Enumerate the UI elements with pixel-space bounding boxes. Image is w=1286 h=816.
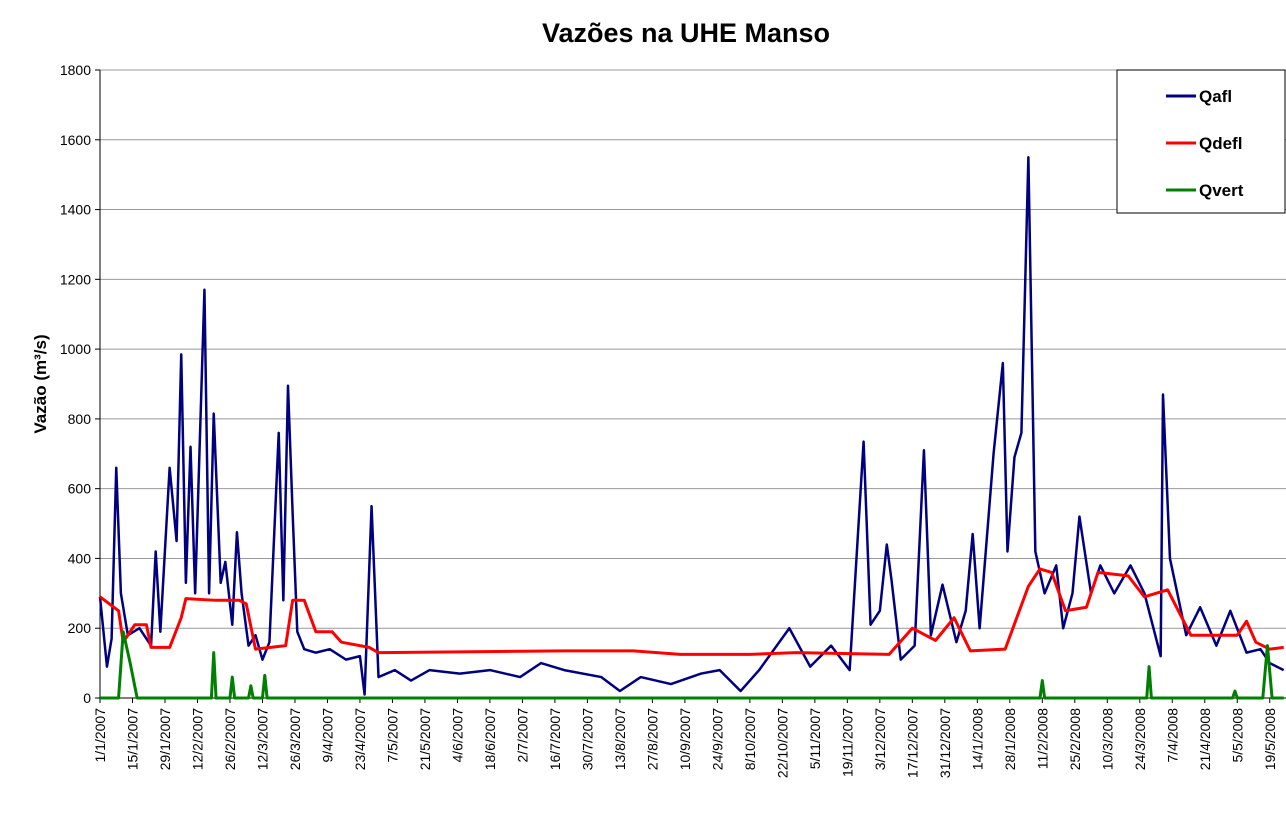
x-tick-label: 17/12/2007 [904, 708, 920, 778]
x-tick-label: 10/9/2007 [677, 708, 693, 770]
x-tick-label: 5/5/2008 [1229, 708, 1245, 763]
x-tick-label: 22/10/2007 [774, 708, 790, 778]
y-tick-label: 0 [83, 690, 91, 706]
series-line [99, 567, 1284, 656]
x-tick-label: 13/8/2007 [612, 708, 628, 770]
y-tick-label: 400 [68, 550, 92, 566]
x-tick-label: 15/1/2007 [124, 708, 140, 770]
x-tick-label: 5/11/2007 [807, 708, 823, 769]
x-tick-label: 26/2/2007 [222, 708, 238, 770]
y-tick-label: 200 [68, 620, 92, 636]
y-axis-label: Vazão (m³/s) [31, 334, 50, 433]
series-line [98, 155, 1285, 696]
x-tick-label: 28/1/2008 [1002, 708, 1018, 770]
x-tick-label: 10/3/2008 [1099, 708, 1115, 770]
x-tick-label: 19/11/2007 [839, 708, 855, 777]
x-tick-label: 30/7/2007 [579, 708, 595, 770]
x-tick-label: 7/5/2007 [384, 708, 400, 763]
x-tick-label: 16/7/2007 [547, 708, 563, 770]
x-tick-label: 14/1/2008 [969, 708, 985, 770]
x-tick-label: 9/4/2007 [319, 708, 335, 763]
legend-label: Qdefl [1199, 134, 1242, 153]
x-tick-label: 31/12/2007 [937, 708, 953, 778]
legend-label: Qvert [1199, 181, 1244, 200]
x-tick-label: 29/1/2007 [157, 708, 173, 770]
x-tick-label: 24/9/2007 [709, 708, 725, 770]
x-tick-label: 26/3/2007 [287, 708, 303, 770]
y-tick-label: 1400 [60, 202, 91, 218]
legend-label: Qafl [1199, 87, 1232, 106]
x-tick-label: 7/4/2008 [1164, 708, 1180, 763]
y-tick-label: 1000 [60, 341, 91, 357]
x-tick-label: 12/2/2007 [189, 708, 205, 770]
x-tick-label: 4/6/2007 [449, 708, 465, 763]
x-tick-label: 27/8/2007 [644, 708, 660, 770]
chart-title: Vazões na UHE Manso [542, 18, 830, 48]
x-tick-label: 19/5/2008 [1262, 708, 1278, 770]
x-tick-label: 23/4/2007 [352, 708, 368, 770]
y-tick-label: 1800 [60, 62, 91, 78]
x-tick-label: 2/7/2007 [514, 708, 530, 763]
x-tick-label: 8/10/2007 [742, 708, 758, 770]
y-tick-label: 600 [68, 481, 92, 497]
x-tick-label: 3/12/2007 [872, 708, 888, 770]
x-tick-label: 25/2/2008 [1067, 708, 1083, 770]
series-line [100, 630, 1284, 700]
x-tick-label: 1/1/2007 [92, 708, 108, 763]
x-tick-label: 12/3/2007 [254, 708, 270, 770]
y-tick-label: 1200 [60, 271, 91, 287]
x-tick-label: 24/3/2008 [1132, 708, 1148, 770]
legend-box [1116, 69, 1286, 214]
y-tick-label: 1600 [60, 132, 91, 148]
x-tick-label: 11/2/2008 [1034, 708, 1050, 769]
x-tick-label: 21/5/2007 [417, 708, 433, 770]
x-tick-label: 21/4/2008 [1197, 708, 1213, 770]
x-tick-label: 18/6/2007 [482, 708, 498, 770]
y-tick-label: 800 [68, 411, 92, 427]
